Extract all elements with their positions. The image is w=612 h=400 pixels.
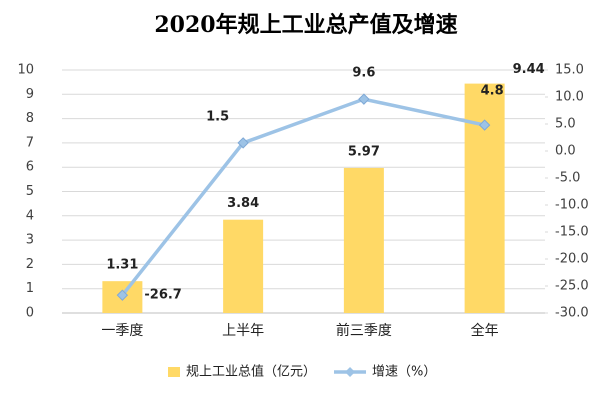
y-tick-label: 6 [26, 160, 34, 175]
line-marker [116, 289, 129, 301]
y-tick-label: 9 [26, 87, 34, 102]
y2-tick-label: 5.0 [555, 117, 576, 132]
line-marker [358, 93, 370, 105]
y2-tick-label: -30.0 [555, 306, 589, 321]
legend-swatch [345, 367, 356, 377]
bar [464, 83, 505, 313]
bar-value-label: 1.31 [106, 258, 138, 273]
line-value-label: 4.8 [481, 84, 504, 99]
y-tick-label: 4 [26, 208, 34, 223]
y-tick-label: 0 [26, 306, 34, 321]
y2-tick-label: -25.0 [555, 279, 589, 294]
legend-swatch [168, 367, 180, 377]
y-tick-label: 7 [26, 135, 34, 150]
y-tick-label: 3 [26, 233, 34, 248]
x-tick-label: 前三季度 [336, 322, 392, 339]
line-value-label: 1.5 [206, 109, 229, 124]
chart-title: 2020年规上工业总产值及增速 [154, 12, 457, 38]
bar [343, 167, 384, 313]
line-marker [237, 137, 249, 149]
bar-value-label: 9.44 [513, 62, 545, 77]
bar-value-label: 3.84 [227, 196, 259, 211]
y2-tick-label: -15.0 [555, 225, 589, 240]
x-tick-label: 全年 [471, 322, 499, 339]
y2-tick-label: -20.0 [555, 252, 589, 267]
line-value-label: 9.6 [352, 66, 375, 81]
y2-tick-label: 10.0 [555, 90, 584, 105]
y-tick-label: 5 [26, 184, 34, 199]
y2-tick-label: -5.0 [555, 171, 580, 186]
x-tick-label: 一季度 [101, 323, 143, 339]
y2-tick-label: -10.0 [555, 198, 589, 213]
y2-tick-label: 0.0 [555, 144, 576, 159]
y-tick-label: 8 [26, 111, 34, 126]
y-tick-label: 2 [26, 257, 34, 272]
x-tick-label: 上半年 [222, 323, 264, 339]
legend-label: 规上工业总值（亿元） [186, 364, 316, 380]
y2-tick-label: 15.0 [555, 63, 584, 78]
legend-label: 增速（%） [372, 365, 436, 380]
line-marker [478, 119, 491, 131]
bar [223, 219, 264, 313]
bar-value-label: 5.97 [348, 144, 380, 159]
y-tick-label: 10 [17, 63, 34, 78]
y-tick-label: 1 [26, 281, 34, 296]
line [121, 97, 485, 297]
line-value-label: -26.7 [144, 288, 181, 303]
